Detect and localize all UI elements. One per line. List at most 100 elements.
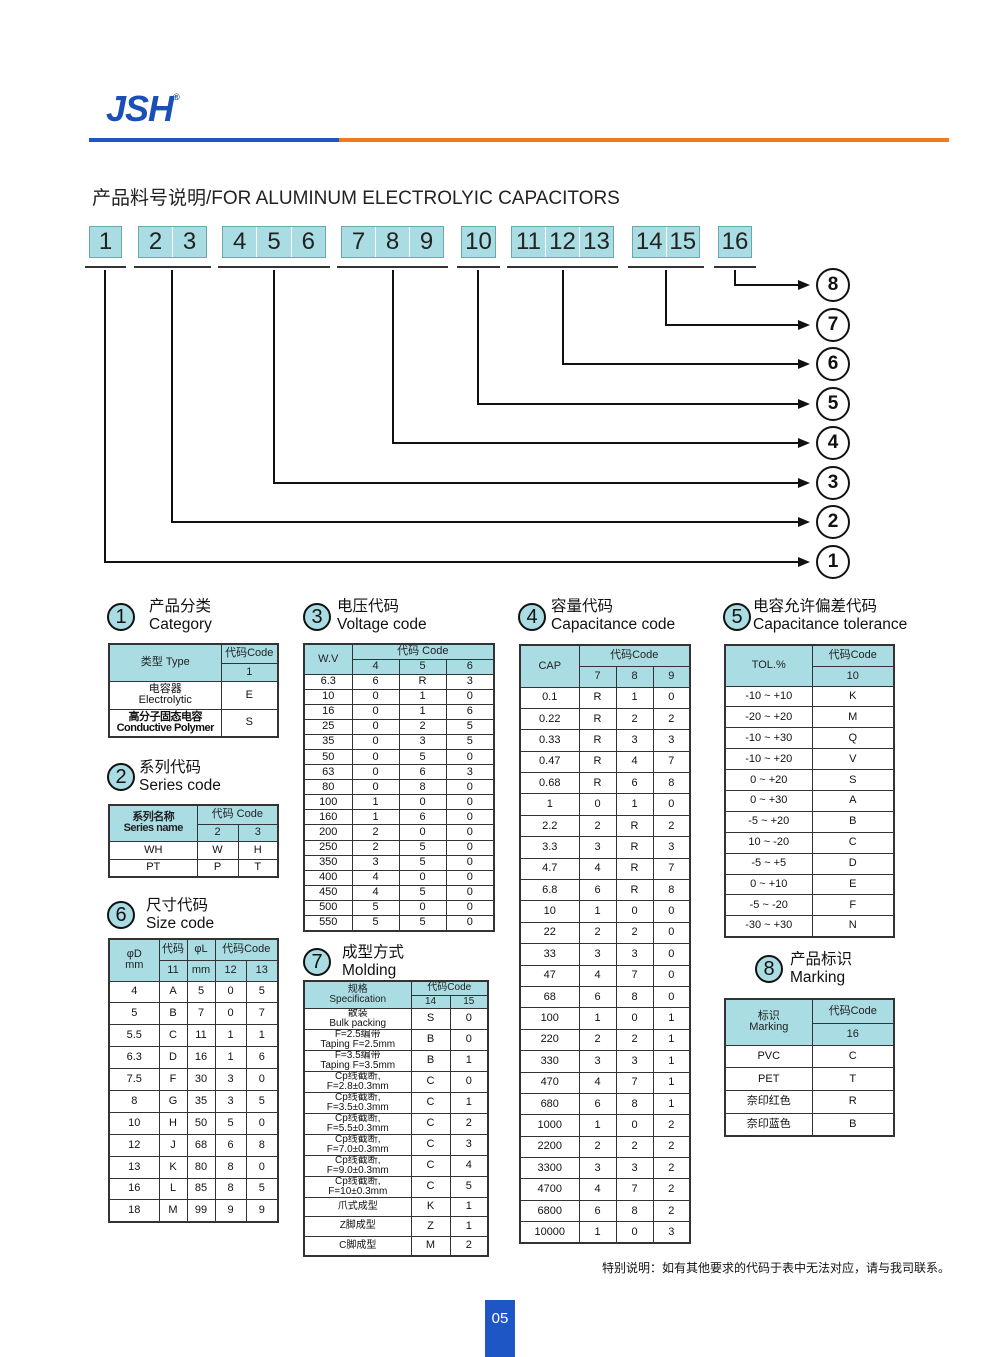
code-group-underline (457, 266, 500, 268)
code-group-underline (337, 266, 448, 268)
table-cell: W (196, 840, 239, 860)
table-cell: R (578, 772, 617, 795)
callout-circle: 2 (816, 505, 850, 539)
table-row: Cp线截断, F=5.5±0.3mm C 2 (303, 1112, 489, 1135)
table-cell: 0 (398, 869, 447, 886)
table-row: 1000 1 0 2 (519, 1114, 691, 1137)
table-row: 12 J 68 6 8 (108, 1133, 279, 1157)
table-cell: 8 (652, 772, 691, 795)
table-cell: R (615, 814, 654, 838)
table-cell: 0 (445, 899, 495, 917)
table-row: PVC C (724, 1044, 895, 1069)
table-cell: 0 (449, 1007, 489, 1030)
table-cell: M (158, 1199, 188, 1223)
table-cell: 0 (615, 1007, 654, 1030)
table-row: 6.3 6 R 3 (303, 673, 495, 690)
table-cell: B (811, 810, 895, 833)
table-cell: C (811, 831, 895, 854)
table-cell: 2 (578, 1028, 617, 1052)
table-cell: 2 (652, 1114, 691, 1137)
table-row: 高分子固态电容 Conductive Polymer S (108, 708, 279, 738)
section-title: 产品标识 Marking (790, 951, 852, 987)
callout-circle: 8 (816, 268, 850, 302)
code-position-digit: 7 (351, 228, 366, 255)
table-cell: 3.3 (519, 836, 580, 859)
table-row: 6.8 6 R 8 (519, 879, 691, 902)
table-cell: 63 (303, 764, 353, 781)
table-header-cell: 13 (245, 959, 279, 982)
table-cell: 2 (578, 1135, 617, 1159)
section-title-en: Voltage code (337, 616, 427, 633)
code-position-digit: 6 (290, 227, 325, 257)
table-cell: 2 (449, 1112, 489, 1135)
table-cell: 0 (445, 794, 495, 811)
arrow-head-icon (798, 280, 810, 290)
table-cell: D (158, 1046, 188, 1070)
table-cell: Cp线截断, F=10±0.3mm (303, 1175, 412, 1198)
table-cell: 0 (351, 748, 400, 766)
table-cell: PVC (724, 1044, 813, 1069)
header-rule-orange (339, 138, 949, 142)
table-row: 33 3 3 0 (519, 943, 691, 966)
table-cell: B (811, 1112, 895, 1137)
table-row: Z脚成型 Z 1 (303, 1216, 489, 1237)
table-cell: 0 (351, 718, 400, 735)
table-header-cell: 类型 Type (108, 643, 222, 682)
table-header-row: 1 (109, 662, 279, 682)
section-number-badge: 3 (303, 603, 331, 631)
table-cell: 80 (186, 1155, 216, 1179)
table-cell: 6 (245, 1046, 279, 1070)
mapping-line (104, 270, 800, 563)
table-cell: 5 (245, 980, 279, 1004)
table-header-row: 11 mm 12 13 (109, 959, 279, 982)
table-cell: R (615, 879, 654, 902)
table-cell: 2 (351, 839, 400, 856)
table-row: 7.5 F 30 3 0 (108, 1068, 279, 1091)
table-row: 68 6 8 0 (519, 985, 691, 1009)
table-cell: 0 (652, 985, 691, 1009)
table-cell: 68 (186, 1133, 216, 1157)
table-row: 80 0 8 0 (303, 779, 495, 796)
table-cell: 4 (578, 1071, 617, 1094)
table-cell: 2 (615, 921, 654, 945)
table-cell: 4 (108, 980, 160, 1004)
table-cell: 680 (519, 1092, 580, 1116)
table-cell: 220 (519, 1028, 580, 1052)
table-cell: 0 (445, 688, 495, 705)
table-cell: 11 (186, 1024, 216, 1048)
table-cell: 1 (398, 703, 447, 720)
table-cell: R (398, 673, 447, 690)
table-row: 16 L 85 8 5 (108, 1177, 279, 1201)
table-cell: 4700 (519, 1178, 580, 1201)
table-header-cell: TOL.% (724, 644, 813, 687)
table-cell: V (811, 748, 895, 771)
section-number-badge: 5 (723, 603, 751, 631)
table-cell: 6 (351, 673, 400, 690)
table-cell: 8 (214, 1155, 247, 1179)
table-cell: 13 (108, 1155, 160, 1179)
table-cell: 0 (398, 899, 447, 917)
table-cell: 3300 (519, 1157, 580, 1180)
table-cell: 80 (303, 779, 353, 796)
table-cell: 3 (398, 733, 447, 750)
table-header-cell: 9 (652, 665, 691, 688)
code-position-digit: 9 (409, 227, 443, 257)
mapping-line (562, 270, 800, 365)
table-row: 6.3 D 16 1 6 (108, 1046, 279, 1070)
table-row: 16 0 1 6 (303, 703, 495, 720)
table-cell: 2 (578, 921, 617, 945)
code-group-underline (628, 266, 704, 268)
table-header-cell: 10 (811, 665, 895, 687)
table-cell: Z (410, 1216, 451, 1237)
table-cell: 100 (519, 1007, 580, 1030)
table-cell: 3 (615, 1157, 654, 1180)
table-header-row: CAP 代码Code (519, 644, 691, 688)
section-title: 电压代码 Voltage code (337, 598, 427, 634)
table-cell: 3 (652, 836, 691, 859)
code-group-box: 14 15 (632, 226, 700, 258)
table-cell: 3 (578, 1157, 617, 1180)
table-cell: G (158, 1089, 188, 1113)
table-header-cell: 1 (220, 662, 279, 682)
table-cell: 4 (578, 964, 617, 987)
